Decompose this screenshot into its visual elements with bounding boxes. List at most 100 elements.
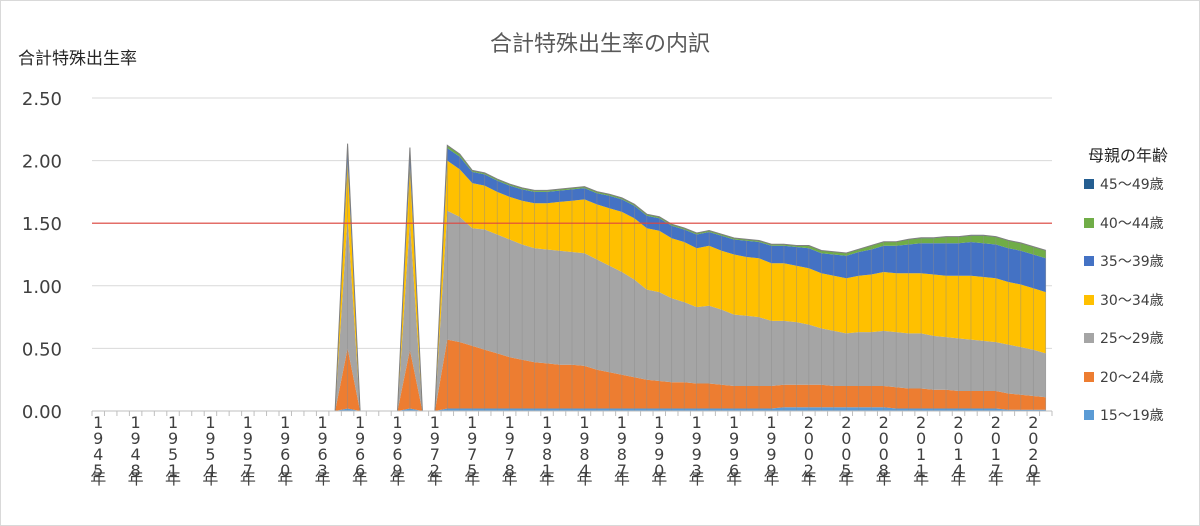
x-tick-label-char: 9 [93, 429, 103, 448]
x-tick-label-char: 年 [202, 469, 218, 488]
x-tick-label-char: 年 [1025, 469, 1041, 488]
x-tick-label-char: 2 [916, 413, 926, 432]
y-tick-label: 1.00 [22, 277, 62, 298]
legend-item: 40〜44歳 [1084, 213, 1164, 232]
legend-item: 45〜49歳 [1084, 174, 1164, 193]
x-tick-label-char: 0 [804, 429, 814, 448]
x-tick-label-char: 年 [950, 469, 966, 488]
x-tick-label-char: 1 [654, 413, 664, 432]
x-tick-label-char: 年 [502, 469, 518, 488]
x-tick-label-char: 1 [280, 413, 290, 432]
legend-label: 40〜44歳 [1100, 215, 1164, 232]
x-tick-label-char: 4 [953, 461, 963, 480]
x-tick-label-char: 年 [539, 469, 555, 488]
x-tick-label-char: 年 [838, 469, 854, 488]
x-tick-label-char: 9 [243, 429, 253, 448]
x-tick-label-char: 6 [355, 445, 365, 464]
x-tick-label-char: 年 [614, 469, 630, 488]
x-tick-label-char: 1 [916, 461, 926, 480]
x-tick-label-char: 0 [953, 429, 963, 448]
x-tick-label-char: 0 [804, 445, 814, 464]
x-tick-label-char: 年 [427, 469, 443, 488]
legend-title: 母親の年齢 [1088, 146, 1169, 165]
x-tick-label-char: 0 [841, 429, 851, 448]
x-tick-label-char: 5 [168, 445, 178, 464]
x-tick-label-char: 7 [243, 461, 253, 480]
legend-item: 20〜24歳 [1084, 367, 1164, 386]
x-tick-label-char: 1 [729, 413, 739, 432]
x-tick-label-char: 5 [467, 461, 477, 480]
x-tick-label-char: 9 [280, 429, 290, 448]
legend-item: 25〜29歳 [1084, 328, 1164, 347]
x-tick-label-char: 9 [467, 429, 477, 448]
y-tick-label: 1.50 [22, 214, 62, 235]
x-tick-label-char: 2 [1028, 413, 1038, 432]
legend-label: 25〜29歳 [1100, 331, 1164, 347]
x-tick-label-char: 0 [916, 429, 926, 448]
x-tick-label-char: 6 [280, 445, 290, 464]
x-tick-label-char: 9 [131, 429, 141, 448]
legend-label: 35〜39歳 [1100, 254, 1164, 270]
x-tick-label-char: 7 [617, 461, 627, 480]
x-tick-label-char: 1 [467, 413, 477, 432]
x-tick-label-char: 9 [392, 461, 402, 480]
x-tick-label-char: 2 [953, 413, 963, 432]
x-tick-label-char: 1 [318, 413, 328, 432]
x-tick-label-char: 年 [352, 469, 368, 488]
x-tick-label-char: 1 [205, 413, 215, 432]
x-tick-label-char: 0 [280, 461, 290, 480]
legend-label: 45〜49歳 [1100, 177, 1164, 193]
x-tick-label-char: 9 [766, 429, 776, 448]
x-tick-label-char: 9 [654, 445, 664, 464]
legend-item: 30〜34歳 [1084, 290, 1164, 309]
x-tick-label-char: 3 [318, 461, 328, 480]
x-tick-label-char: 1 [991, 445, 1001, 464]
x-tick-label-char: 1 [542, 461, 552, 480]
x-tick-label-char: 0 [879, 429, 889, 448]
x-tick-label-char: 0 [1028, 429, 1038, 448]
x-tick-label-char: 年 [801, 469, 817, 488]
x-tick-label-char: 年 [128, 469, 144, 488]
x-tick-label-char: 1 [579, 413, 589, 432]
x-tick-label-char: 8 [879, 461, 889, 480]
x-tick-label-char: 1 [692, 413, 702, 432]
x-tick-label-char: 1 [542, 413, 552, 432]
x-tick-label-char: 4 [131, 445, 141, 464]
x-tick-label-char: 5 [93, 461, 103, 480]
x-tick-label-char: 2 [841, 413, 851, 432]
x-tick-label-char: 年 [464, 469, 480, 488]
x-tick-label-char: 1 [168, 413, 178, 432]
x-tick-label-char: 0 [879, 445, 889, 464]
x-tick-label-char: 0 [991, 429, 1001, 448]
x-tick-label-char: 2 [1028, 445, 1038, 464]
x-tick-label-char: 0 [1028, 461, 1038, 480]
x-tick-label-char: 9 [766, 461, 776, 480]
x-tick-label-char: 9 [729, 445, 739, 464]
x-tick-label-char: 9 [617, 429, 627, 448]
x-tick-label-char: 7 [467, 445, 477, 464]
x-tick-label-char: 8 [131, 461, 141, 480]
x-tick-label-char: 年 [689, 469, 705, 488]
x-tick-label-char: 1 [953, 445, 963, 464]
x-tick-label-char: 年 [240, 469, 256, 488]
x-tick-label-char: 2 [430, 461, 440, 480]
x-tick-label-char: 9 [729, 429, 739, 448]
x-tick-label-char: 1 [392, 413, 402, 432]
legend-swatch [1084, 179, 1094, 189]
x-tick-label-char: 年 [651, 469, 667, 488]
x-tick-label-char: 2 [804, 461, 814, 480]
x-tick-label-char: 年 [576, 469, 592, 488]
x-tick-label-char: 5 [243, 445, 253, 464]
legend-swatch [1084, 294, 1094, 305]
x-tick-label-char: 9 [766, 445, 776, 464]
x-tick-label-char: 9 [430, 429, 440, 448]
legend-label: 30〜34歳 [1100, 292, 1164, 309]
x-tick-label-char: 0 [654, 461, 664, 480]
x-tick-label-char: 4 [579, 461, 589, 480]
x-tick-label-char: 9 [692, 445, 702, 464]
x-tick-label-char: 8 [505, 461, 515, 480]
x-tick-label-char: 1 [505, 413, 515, 432]
x-tick-label-char: 9 [505, 429, 515, 448]
x-tick-label-char: 1 [617, 413, 627, 432]
